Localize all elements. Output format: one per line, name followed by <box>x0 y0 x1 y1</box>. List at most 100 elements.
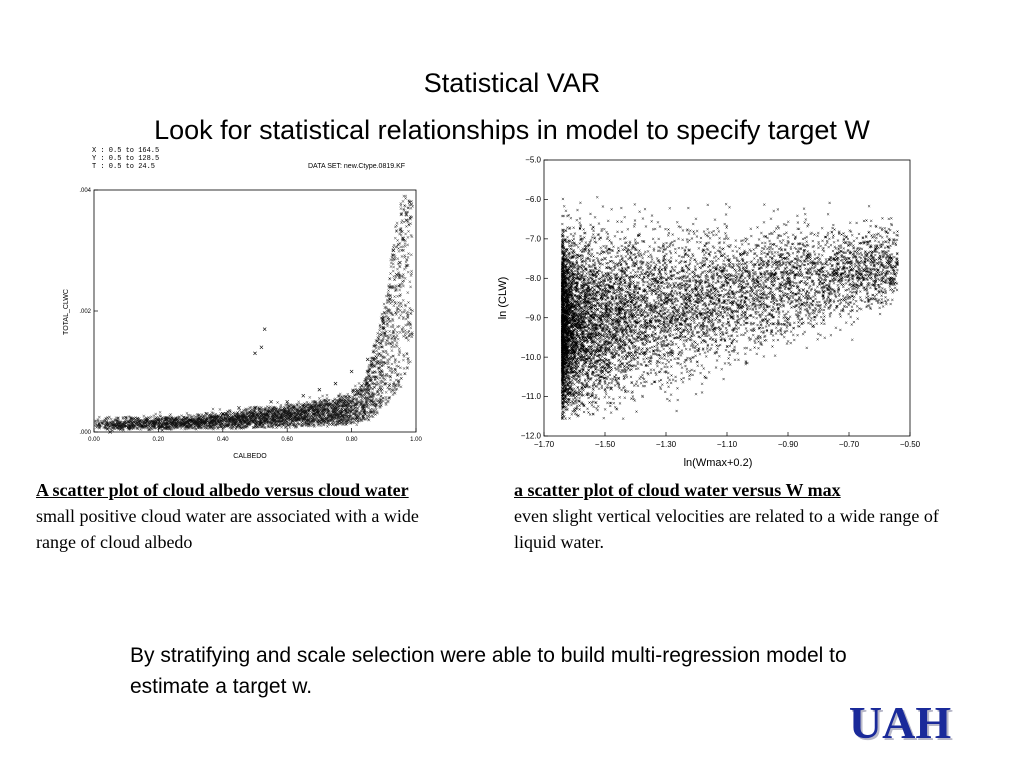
point-cloud <box>93 194 414 432</box>
y-tick-label: −9.0 <box>525 313 541 322</box>
data-point <box>679 331 684 336</box>
data-point <box>862 268 867 273</box>
x-tick-label: −1.70 <box>534 440 555 449</box>
data-point <box>404 212 409 217</box>
svg-text:UAH: UAH <box>849 697 951 748</box>
x-tick-labels: −1.70 −1.50 −1.30 −1.10 −0.90 −0.70 −0.50 <box>534 432 921 449</box>
y-tick-labels: .000 .002 .004 <box>79 188 98 436</box>
data-point <box>172 418 177 422</box>
y-tick-label: −8.0 <box>525 274 541 283</box>
y-tick-label: .002 <box>79 309 91 315</box>
data-point <box>204 412 209 416</box>
y-tick-label: −5.0 <box>525 156 541 165</box>
x-tick-label: −1.10 <box>717 440 738 449</box>
header-line: Y : 0.5 to 128.5 <box>92 155 159 163</box>
clw-wmax-scatter-plot: −1.70 −1.50 −1.30 −1.10 −0.90 −0.70 −0.50 −5.0… <box>497 156 921 469</box>
right-caption-body: even slight vertical velocities are rela… <box>514 506 939 552</box>
data-point <box>633 284 638 288</box>
data-point <box>578 296 583 300</box>
albedo-scatter-plot: X : 0.5 to 164.5 Y : 0.5 to 128.5 T : 0.… <box>63 147 422 460</box>
dataset-label: DATA SET: new.Ctype.0819.KF <box>308 163 405 170</box>
x-tick-label: −1.30 <box>656 440 677 449</box>
right-caption-title: a scatter plot of cloud water versus W m… <box>514 480 841 500</box>
point-cloud <box>561 195 900 421</box>
left-caption: A scatter plot of cloud albedo versus cl… <box>36 477 456 555</box>
data-point <box>770 296 775 300</box>
x-tick-label: 0.20 <box>153 437 165 443</box>
header-line: T : 0.5 to 24.5 <box>92 163 155 171</box>
data-point <box>755 280 760 285</box>
y-tick-label: −6.0 <box>525 195 541 204</box>
slide-subtitle: Look for statistical relationships in mo… <box>154 115 870 145</box>
x-axis-label: CALBEDO <box>233 453 267 460</box>
data-point <box>108 430 112 434</box>
x-tick-label: −0.70 <box>839 440 860 449</box>
data-point <box>253 351 257 356</box>
data-point <box>401 236 405 241</box>
data-point <box>140 424 145 428</box>
data-point <box>664 300 668 304</box>
y-axis-label: TOTAL_CLWC <box>63 289 70 335</box>
data-point <box>725 276 729 281</box>
x-axis-label: ln(Wmax+0.2) <box>684 457 753 469</box>
data-point <box>317 387 322 392</box>
y-tick-label: −11.0 <box>521 392 541 401</box>
data-point <box>398 260 402 265</box>
plot-frame <box>543 159 911 437</box>
x-tick-label: −0.90 <box>778 440 799 449</box>
data-point <box>877 256 882 261</box>
data-point <box>253 405 257 410</box>
data-point <box>259 345 264 350</box>
x-tick-label: 0.60 <box>281 437 293 443</box>
data-point <box>156 418 161 422</box>
data-point <box>388 297 393 301</box>
data-point <box>404 218 409 223</box>
data-point <box>587 355 592 359</box>
data-point <box>597 315 601 320</box>
data-point <box>220 412 225 416</box>
data-point <box>572 323 577 328</box>
x-tick-label: 1.00 <box>410 437 422 443</box>
data-point <box>349 369 354 374</box>
data-point <box>740 304 745 308</box>
data-point <box>333 381 338 386</box>
x-tick-labels: 0.00 0.20 0.40 0.60 0.80 1.00 <box>88 428 422 443</box>
data-point <box>237 405 241 410</box>
data-point <box>603 256 607 261</box>
data-point <box>801 288 806 292</box>
x-tick-label: −1.50 <box>595 440 616 449</box>
data-point <box>694 288 699 292</box>
uah-logo: UAH UAH <box>849 697 953 750</box>
point-cloud-marks <box>93 194 414 432</box>
header-line: X : 0.5 to 164.5 <box>92 147 159 155</box>
left-caption-body: small positive cloud water are associate… <box>36 506 419 552</box>
data-point <box>609 386 613 391</box>
data-point <box>892 264 897 269</box>
data-point <box>188 418 193 422</box>
data-point <box>394 272 399 277</box>
y-tick-label: −10.0 <box>521 353 542 362</box>
plot-frame <box>93 189 417 433</box>
right-caption: a scatter plot of cloud water versus W m… <box>514 477 964 555</box>
data-points <box>572 256 897 391</box>
y-tick-labels: −5.0 −6.0 −7.0 −8.0 −9.0 −10.0 −11.0 −12.0 <box>521 156 548 441</box>
y-tick-label: −12.0 <box>521 432 542 441</box>
data-point <box>786 272 790 277</box>
x-tick-label: 0.80 <box>346 437 358 443</box>
data-point <box>262 327 267 331</box>
x-tick-label: 0.00 <box>88 437 100 443</box>
x-tick-label: 0.40 <box>217 437 229 443</box>
summary-text: By stratifying and scale selection were … <box>130 644 847 698</box>
data-point <box>365 357 370 362</box>
y-axis-label: ln (CLW) <box>497 277 509 320</box>
data-point <box>124 424 129 428</box>
y-tick-label: .000 <box>79 430 91 436</box>
data-point <box>375 339 380 344</box>
data-point <box>407 200 412 204</box>
y-tick-label: −7.0 <box>525 235 541 244</box>
data-point <box>627 339 632 344</box>
data-point <box>648 319 653 324</box>
x-tick-label: −0.50 <box>900 440 921 449</box>
data-point <box>709 311 714 316</box>
data-point <box>816 268 821 273</box>
